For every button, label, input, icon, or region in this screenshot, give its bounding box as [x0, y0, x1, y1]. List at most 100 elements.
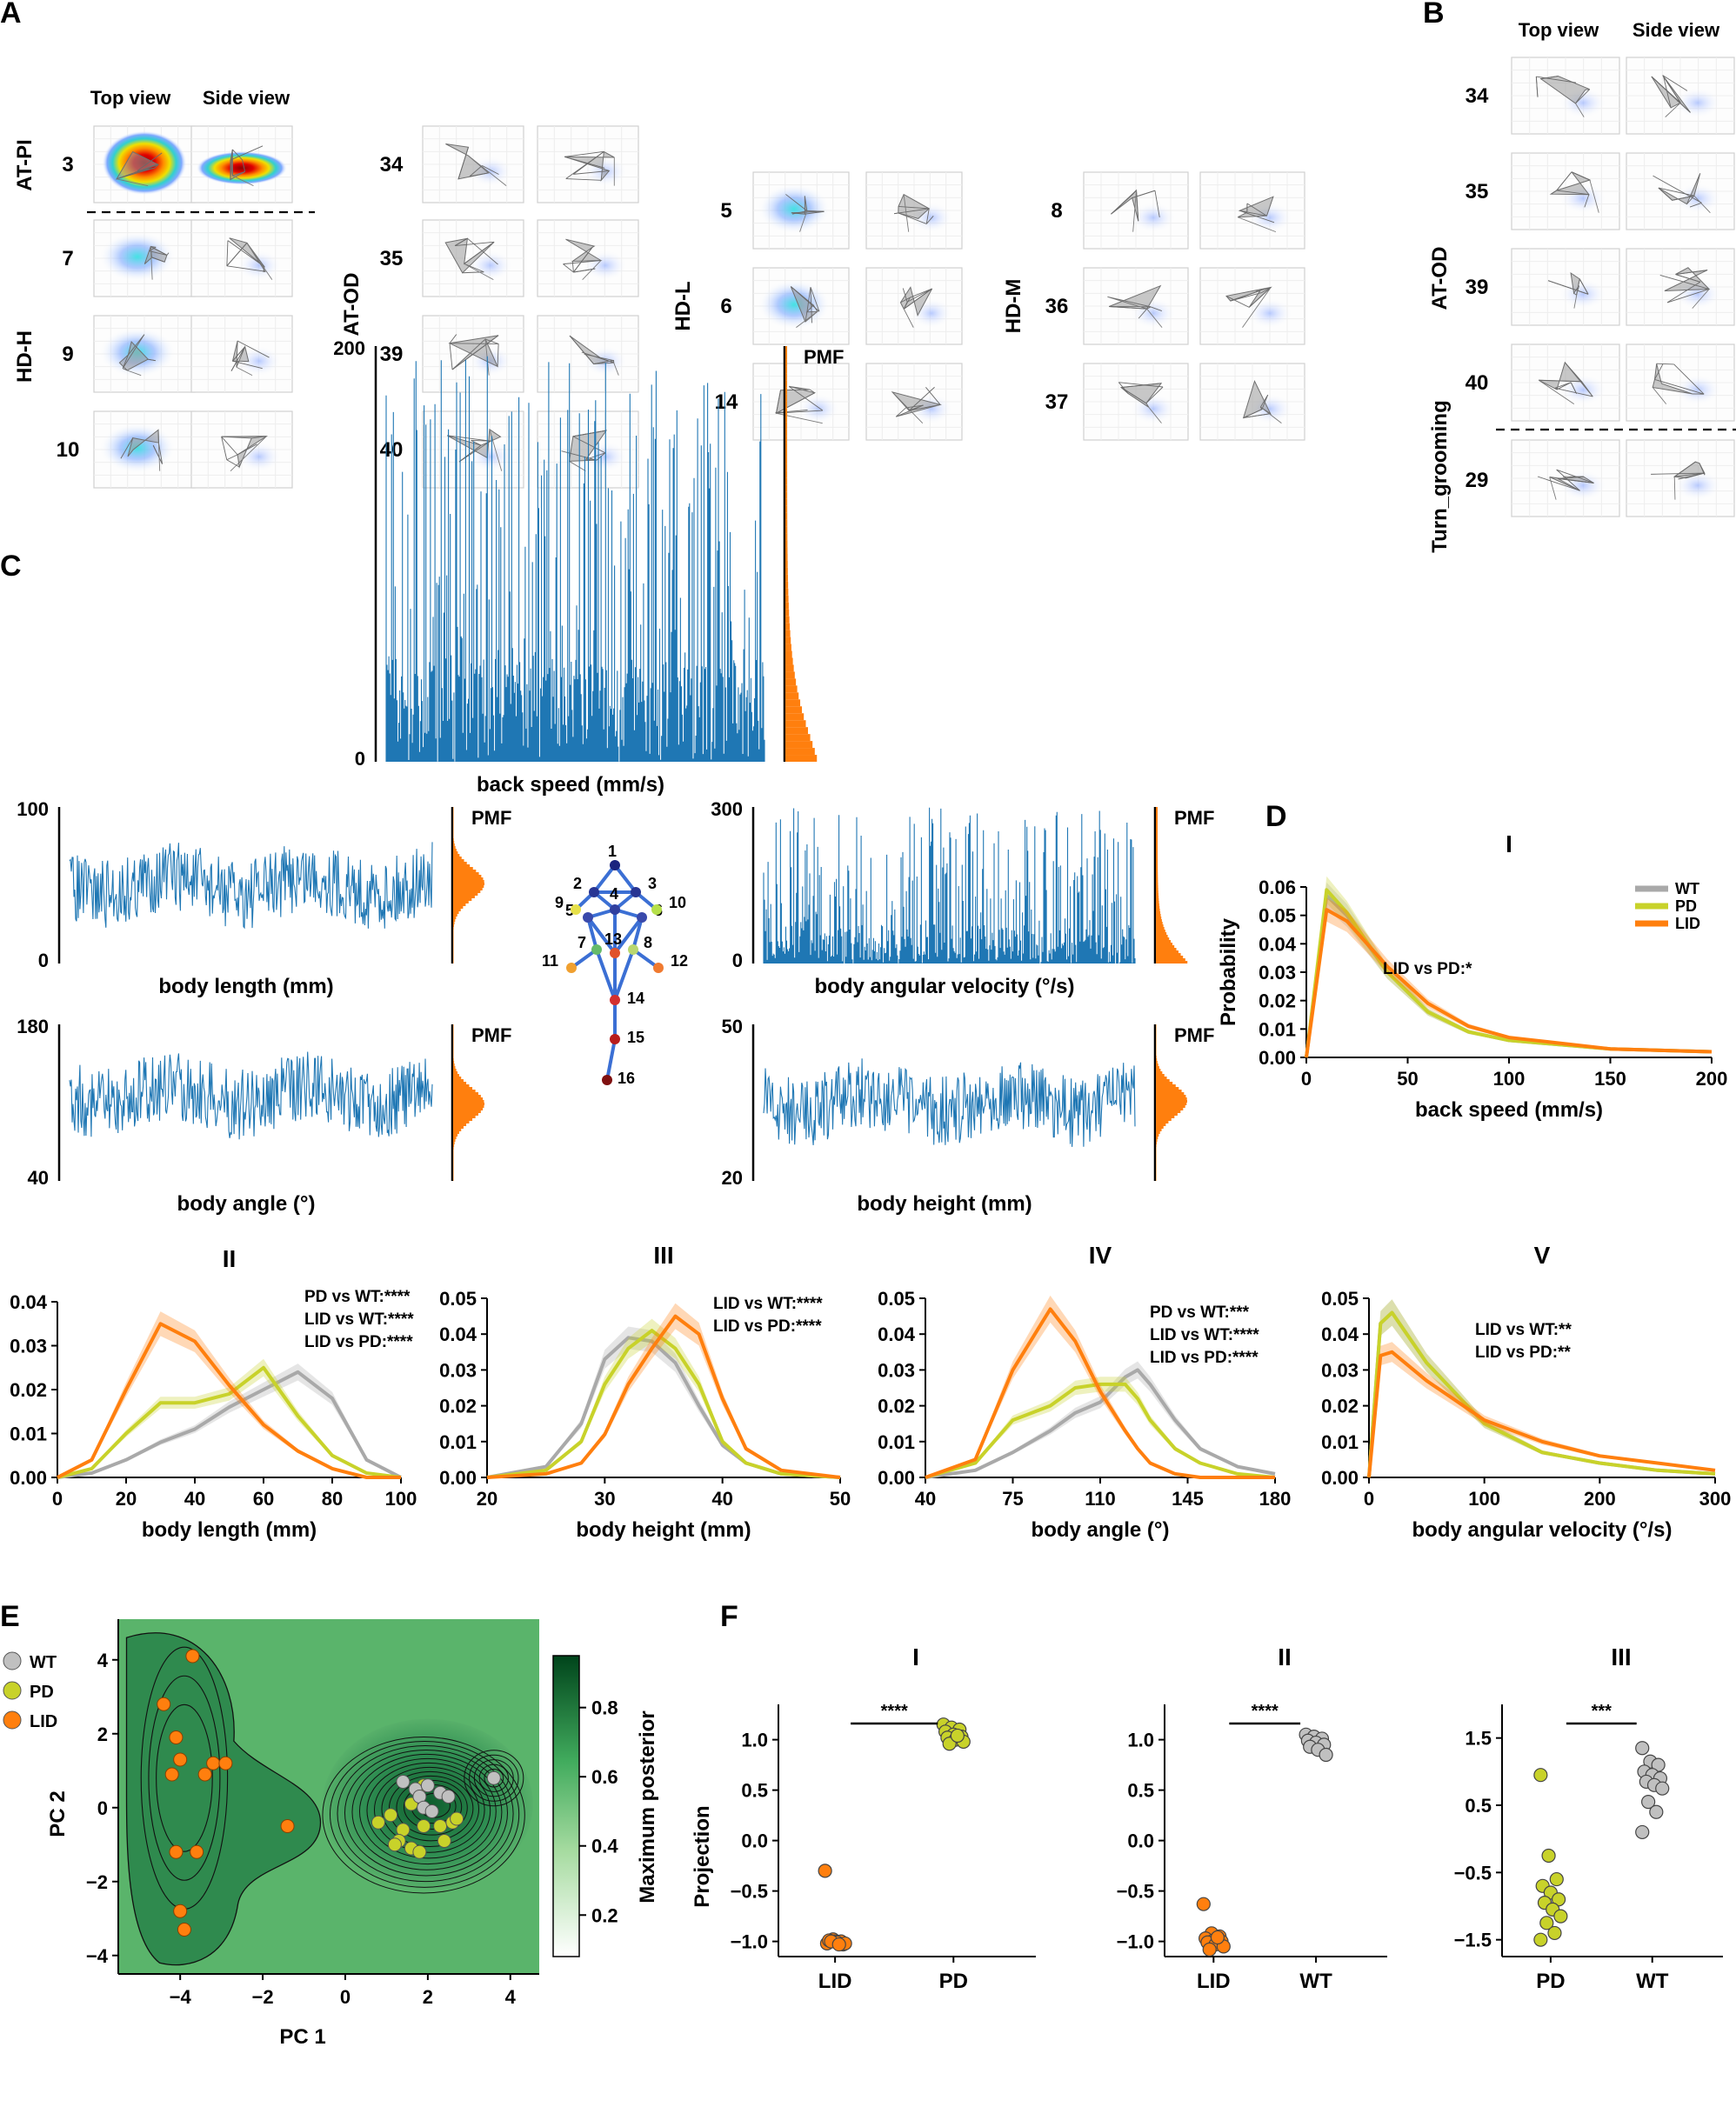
stat-annotation: LID vs PD:** — [1475, 1344, 1571, 1362]
x-tick-label: 20 — [477, 1488, 497, 1510]
y-tick-label: −1.0 — [731, 1931, 768, 1953]
pmf-bar — [453, 1134, 458, 1137]
y-tick-label: 0.02 — [1321, 1396, 1359, 1417]
skeleton-edge — [454, 237, 468, 246]
y-tick-max: 50 — [722, 1016, 743, 1037]
y-tick-label: 4 — [97, 1650, 109, 1671]
colorbar-tick-label: 0.6 — [591, 1766, 618, 1788]
skeleton-edge — [1230, 290, 1261, 302]
pmf-bar — [1156, 1056, 1157, 1058]
pmf-bar — [453, 1176, 454, 1178]
behavior-id: 39 — [380, 343, 404, 366]
skeleton-edge — [898, 212, 927, 224]
pmf-bar — [785, 602, 789, 610]
pmf-bar — [785, 477, 788, 485]
pose-thumbnail — [190, 410, 293, 489]
pmf-bar — [1156, 864, 1158, 867]
skeleton-edge — [1537, 476, 1580, 491]
y-tick-max: 300 — [711, 798, 743, 820]
series-ci-band — [57, 1358, 401, 1477]
panel-e: E −4 −2 0 2 4 4 2 0 −2 −4 PC 1 PC 2 0.2 0.4 0.6 0.8 Maxim… — [0, 1600, 659, 2049]
pmf-bar — [453, 1058, 454, 1061]
skeleton-edge — [226, 459, 240, 468]
skeleton-edge — [449, 343, 453, 370]
skeleton-edge — [584, 353, 614, 361]
scatter-point-wt — [1635, 1741, 1650, 1756]
pmf-bar — [453, 937, 454, 940]
pmf-bar — [453, 872, 479, 875]
pmf-bar — [785, 491, 788, 499]
pmf-bar — [453, 1048, 454, 1050]
skeleton-edge — [1658, 187, 1673, 201]
skeleton-edge — [1584, 194, 1590, 208]
contour-line — [337, 1744, 514, 1883]
pmf-bar — [1156, 1139, 1158, 1142]
pmf-bar — [453, 1024, 454, 1027]
scatter-point-pd — [1541, 1848, 1556, 1864]
lid-region — [125, 1632, 322, 1966]
behavior-id: 34 — [380, 153, 404, 177]
y-tick-label: 0.04 — [439, 1324, 477, 1345]
trace-plot: 180 40 body angle (°) PMF — [17, 1016, 511, 1216]
y-tick-label: −0.5 — [1454, 1862, 1492, 1884]
skeleton-edge — [1575, 89, 1591, 104]
scatter-point-lid — [206, 1756, 221, 1770]
pmf-bar — [1156, 945, 1175, 948]
skeleton-tail — [236, 366, 253, 377]
pmf-bar — [453, 914, 457, 917]
heatmap-blob — [797, 393, 840, 424]
skeleton-node-label: 3 — [648, 875, 657, 892]
y-tick-label: 0.5 — [741, 1780, 768, 1802]
skeleton-edge — [1663, 76, 1672, 108]
pmf-bar — [1156, 935, 1168, 937]
pmf-bar — [785, 554, 788, 561]
x-axis-label: body height (mm) — [576, 1518, 751, 1542]
skeleton-edge — [226, 243, 248, 267]
pose-thumbnail — [1199, 171, 1305, 250]
skeleton-edge — [563, 263, 574, 273]
skeleton-edge — [565, 178, 602, 181]
pmf-bar — [453, 857, 462, 859]
pmf-bar — [453, 843, 455, 846]
skeleton-tail — [796, 310, 818, 329]
skeleton-node-label: 14 — [627, 990, 644, 1007]
pmf-bar — [1156, 919, 1162, 922]
skeleton-edge — [1239, 210, 1267, 217]
projection-plot: 1.0 0.5 0.0 −0.5 −1.0 II LID WT **** — [1117, 1644, 1387, 1993]
pmf-bar — [1156, 1108, 1184, 1110]
y-tick-label: 0.00 — [1321, 1467, 1359, 1489]
x-tick-label: 100 — [385, 1488, 417, 1510]
pmf-bar — [453, 817, 454, 820]
pmf-bar — [453, 893, 478, 896]
skeleton-edge — [1145, 386, 1164, 404]
pmf-bar — [453, 1168, 454, 1170]
skeleton-edge — [806, 287, 811, 312]
pmf-bar — [1156, 958, 1185, 961]
pmf-bar — [1156, 830, 1158, 833]
pmf-bar — [1156, 1147, 1157, 1150]
pmf-bar — [785, 727, 808, 735]
pmf-bar — [453, 1037, 454, 1040]
pmf-bar — [1156, 1150, 1157, 1152]
pmf-bar — [1156, 1103, 1187, 1105]
pmf-bar — [1156, 1032, 1157, 1035]
skeleton-edge — [1535, 77, 1539, 97]
skeleton-edge — [586, 916, 617, 955]
pmf-bar — [453, 1118, 473, 1121]
group-label-hd-l: HD-L — [671, 281, 695, 330]
pose-thumbnail — [422, 315, 524, 393]
pmf-bar — [1156, 810, 1158, 812]
pmf-bar — [1156, 859, 1158, 862]
contour-line — [469, 1754, 519, 1802]
trace-plot: 200 0 back speed (mm/s) PMF — [333, 337, 844, 797]
pmf-bar — [785, 637, 791, 644]
pmf-bar — [453, 1113, 478, 1116]
skeleton-pose — [1107, 284, 1162, 310]
skeleton-tail — [1146, 308, 1163, 328]
pmf-bar — [453, 812, 454, 815]
skeleton-node-label: 5 — [565, 902, 574, 919]
skeleton-edge — [776, 392, 815, 414]
skeleton-pose — [1652, 363, 1693, 395]
skeleton-edge — [122, 334, 145, 369]
skeleton-edge — [137, 167, 155, 171]
